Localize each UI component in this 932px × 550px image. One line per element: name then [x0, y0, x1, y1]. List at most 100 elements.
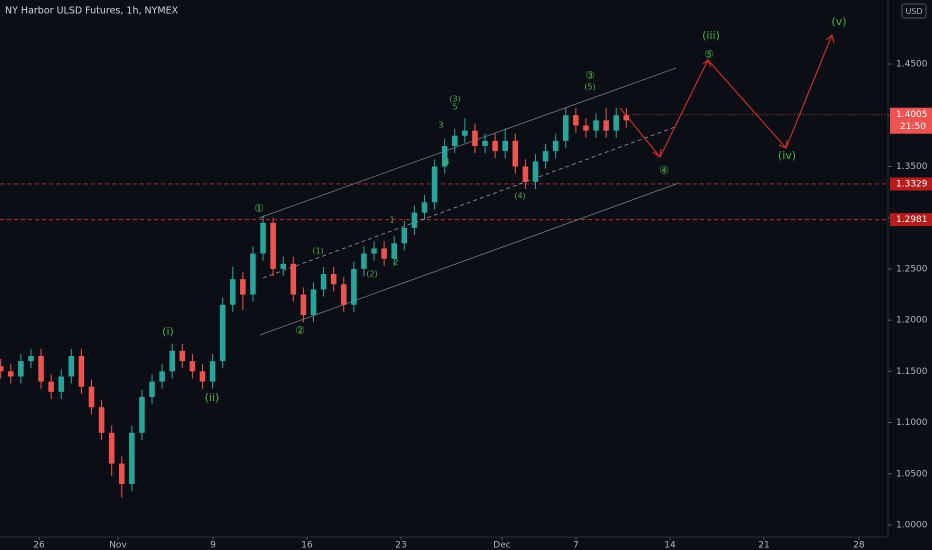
candle-body — [472, 130, 478, 146]
y-tick-label: 1.0500 — [896, 469, 928, 479]
y-tick-label: 1.0000 — [896, 521, 928, 531]
wave-label: (2) — [366, 270, 377, 279]
y-tick-label: 1.2000 — [896, 316, 928, 326]
candle-body — [603, 120, 609, 131]
candle-body — [573, 115, 579, 126]
candle-body — [391, 243, 397, 259]
y-tick-label: 1.1500 — [896, 367, 928, 377]
y-tick-label: 1.3500 — [896, 162, 928, 172]
candle-body — [300, 294, 307, 316]
candle-body — [411, 212, 418, 228]
candle-body — [401, 227, 408, 244]
candle-body — [209, 361, 216, 382]
candle-body — [280, 263, 286, 269]
wave-label: 1 — [389, 216, 394, 225]
wave-label: (iii) — [702, 29, 720, 42]
candle-body — [260, 222, 266, 254]
candle-body — [552, 140, 559, 152]
wave-label: (5) — [584, 83, 595, 92]
wave-label: (1) — [312, 247, 323, 256]
candle-body — [361, 253, 367, 269]
candle-body — [179, 350, 186, 362]
candle-body — [593, 120, 599, 131]
candle-body — [108, 432, 115, 464]
candle-body — [583, 125, 589, 131]
candle-body — [38, 355, 44, 382]
candle-body — [320, 274, 327, 290]
price-label: 1.2981 — [896, 215, 928, 225]
candle-body — [330, 274, 337, 285]
candle-body — [270, 222, 276, 269]
candle-body — [88, 386, 95, 408]
x-tick-label: 9 — [210, 541, 216, 550]
y-tick-label: 1.1000 — [896, 418, 928, 428]
last-price-box — [890, 107, 932, 134]
candle-body — [351, 268, 357, 305]
candle-body — [522, 166, 529, 182]
candle-body — [431, 166, 438, 203]
candle-body — [532, 161, 539, 182]
candle-body — [98, 407, 105, 433]
candle-body — [250, 253, 256, 295]
wave-label: (4) — [514, 192, 525, 201]
candle-body — [68, 355, 75, 377]
candle-body — [189, 361, 196, 372]
candle-body — [482, 140, 488, 146]
x-tick-label: 16 — [301, 541, 313, 550]
wave-label: ② — [295, 324, 305, 337]
candle-body — [441, 145, 448, 167]
candle-body — [502, 140, 508, 152]
channel — [258, 67, 680, 336]
wave-label: (iv) — [778, 149, 796, 162]
candle-body — [0, 366, 4, 372]
channel-upper — [258, 67, 677, 219]
x-tick-label: Dec — [493, 541, 510, 550]
arrow-head — [778, 139, 788, 149]
candle-body — [451, 135, 458, 146]
channel-lower — [259, 182, 680, 336]
candle-body — [199, 371, 206, 382]
x-tick-label: Nov — [109, 541, 127, 550]
candle-body — [28, 355, 34, 362]
candle-body — [240, 279, 246, 295]
candle-body — [78, 355, 85, 387]
channel-mid — [262, 126, 676, 279]
wave-label: ⑤ — [704, 48, 714, 61]
candle-body — [371, 248, 377, 254]
countdown: 21:50 — [900, 122, 926, 132]
wave-label: ④ — [659, 164, 669, 177]
candle-body — [7, 371, 14, 377]
candle-body — [219, 304, 226, 362]
wave-label: (3) — [449, 95, 460, 104]
candle-body — [129, 432, 135, 485]
arrow-head — [825, 34, 835, 44]
x-tick-label: 7 — [573, 541, 579, 550]
x-tick-label: 26 — [33, 541, 45, 550]
candle-body — [310, 289, 317, 316]
arrow-head — [702, 59, 712, 68]
candle-body — [421, 202, 428, 213]
currency[interactable]: USD — [905, 7, 922, 16]
candle-body — [169, 350, 175, 372]
candle-body — [290, 263, 297, 295]
candle-body — [381, 248, 387, 259]
x-tick-label: 14 — [664, 541, 676, 550]
y-tick-label: 1.4500 — [896, 60, 928, 70]
wave-label: 3 — [438, 121, 443, 130]
candle-body — [48, 381, 54, 392]
wave-label: 2 — [393, 258, 398, 267]
wave-label: (ii) — [205, 391, 220, 404]
candle-body — [139, 396, 145, 433]
currency-box[interactable] — [901, 3, 927, 19]
candle-body — [58, 376, 64, 392]
projection — [619, 34, 835, 159]
candle-body — [149, 381, 155, 397]
wave-label: 5 — [452, 103, 457, 112]
wave-label: ① — [254, 202, 264, 215]
candle-body — [159, 371, 165, 382]
candle-body — [542, 151, 549, 162]
candle-body — [18, 361, 24, 377]
chart-title: NY Harbor ULSD Futures, 1h, NYMEX — [5, 6, 179, 17]
x-tick-label: 21 — [758, 541, 769, 550]
